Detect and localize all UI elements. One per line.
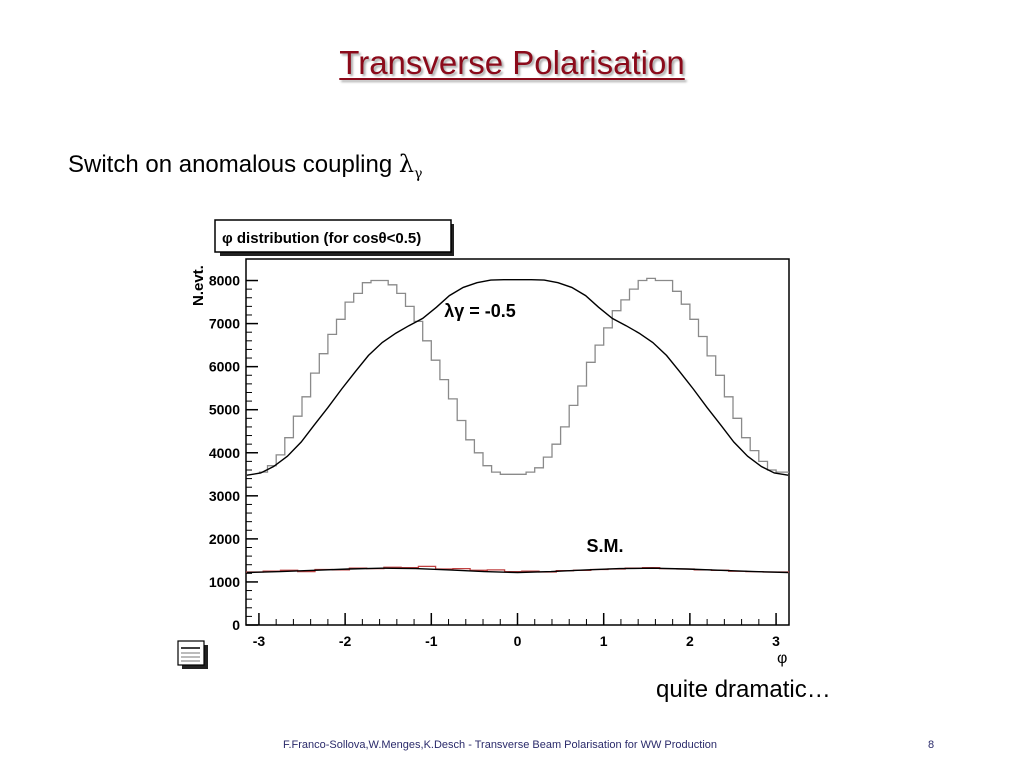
y-tick-label: 2000	[209, 531, 240, 547]
page-number: 8	[928, 739, 935, 751]
y-axis: 0 1000 2000 3000 4000 5000 6000 7000 8000	[209, 273, 258, 633]
annotation-0: λγ = -0.5	[444, 301, 516, 321]
series-1-line	[246, 279, 789, 476]
chart-title-box	[214, 219, 452, 253]
chart-title: φ distribution (for cosθ<0.5)	[222, 230, 421, 247]
series-0-step	[258, 277, 789, 475]
y-axis-label: N.evt.	[190, 265, 207, 306]
gamma-subscript: γ	[414, 165, 423, 182]
x-tick-label: -1	[425, 633, 438, 649]
footer-text: F.Franco-Sollova,W.Menges,K.Desch - Tran…	[282, 739, 718, 751]
y-tick-label: 1000	[209, 574, 240, 590]
y-tick-label: 7000	[209, 316, 240, 332]
y-tick-label: 8000	[209, 273, 240, 289]
legend-icon	[177, 640, 208, 669]
y-tick-label: 4000	[209, 445, 240, 461]
slide-title: Transverse Polarisation	[339, 44, 685, 81]
x-tick-label: -2	[339, 633, 352, 649]
x-tick-label: 2	[686, 633, 694, 649]
lambda-symbol: λ	[398, 150, 415, 178]
x-tick-label: -3	[253, 633, 266, 649]
x-tick-label: 1	[600, 633, 608, 649]
x-tick-label: 3	[772, 633, 780, 649]
x-tick-label: 0	[514, 633, 522, 649]
y-tick-label: 6000	[209, 359, 240, 375]
y-tick-label: 5000	[209, 402, 240, 418]
x-axis-label: φ	[777, 650, 787, 667]
annotation-layer: λγ = -0.5 S.M.	[444, 301, 623, 556]
series-layer	[246, 277, 789, 574]
subtitle: Switch on anomalous coupling λγ	[68, 150, 422, 182]
annotation-1: S.M.	[586, 536, 623, 556]
note-text: quite dramatic…	[656, 676, 831, 703]
series-3-line	[246, 567, 789, 574]
y-tick-label: 0	[232, 617, 240, 633]
y-tick-label: 3000	[209, 488, 240, 504]
x-axis: -3 -2 -1 0 1 2 3	[253, 613, 780, 649]
subtitle-text: Switch on anomalous coupling	[68, 151, 399, 178]
